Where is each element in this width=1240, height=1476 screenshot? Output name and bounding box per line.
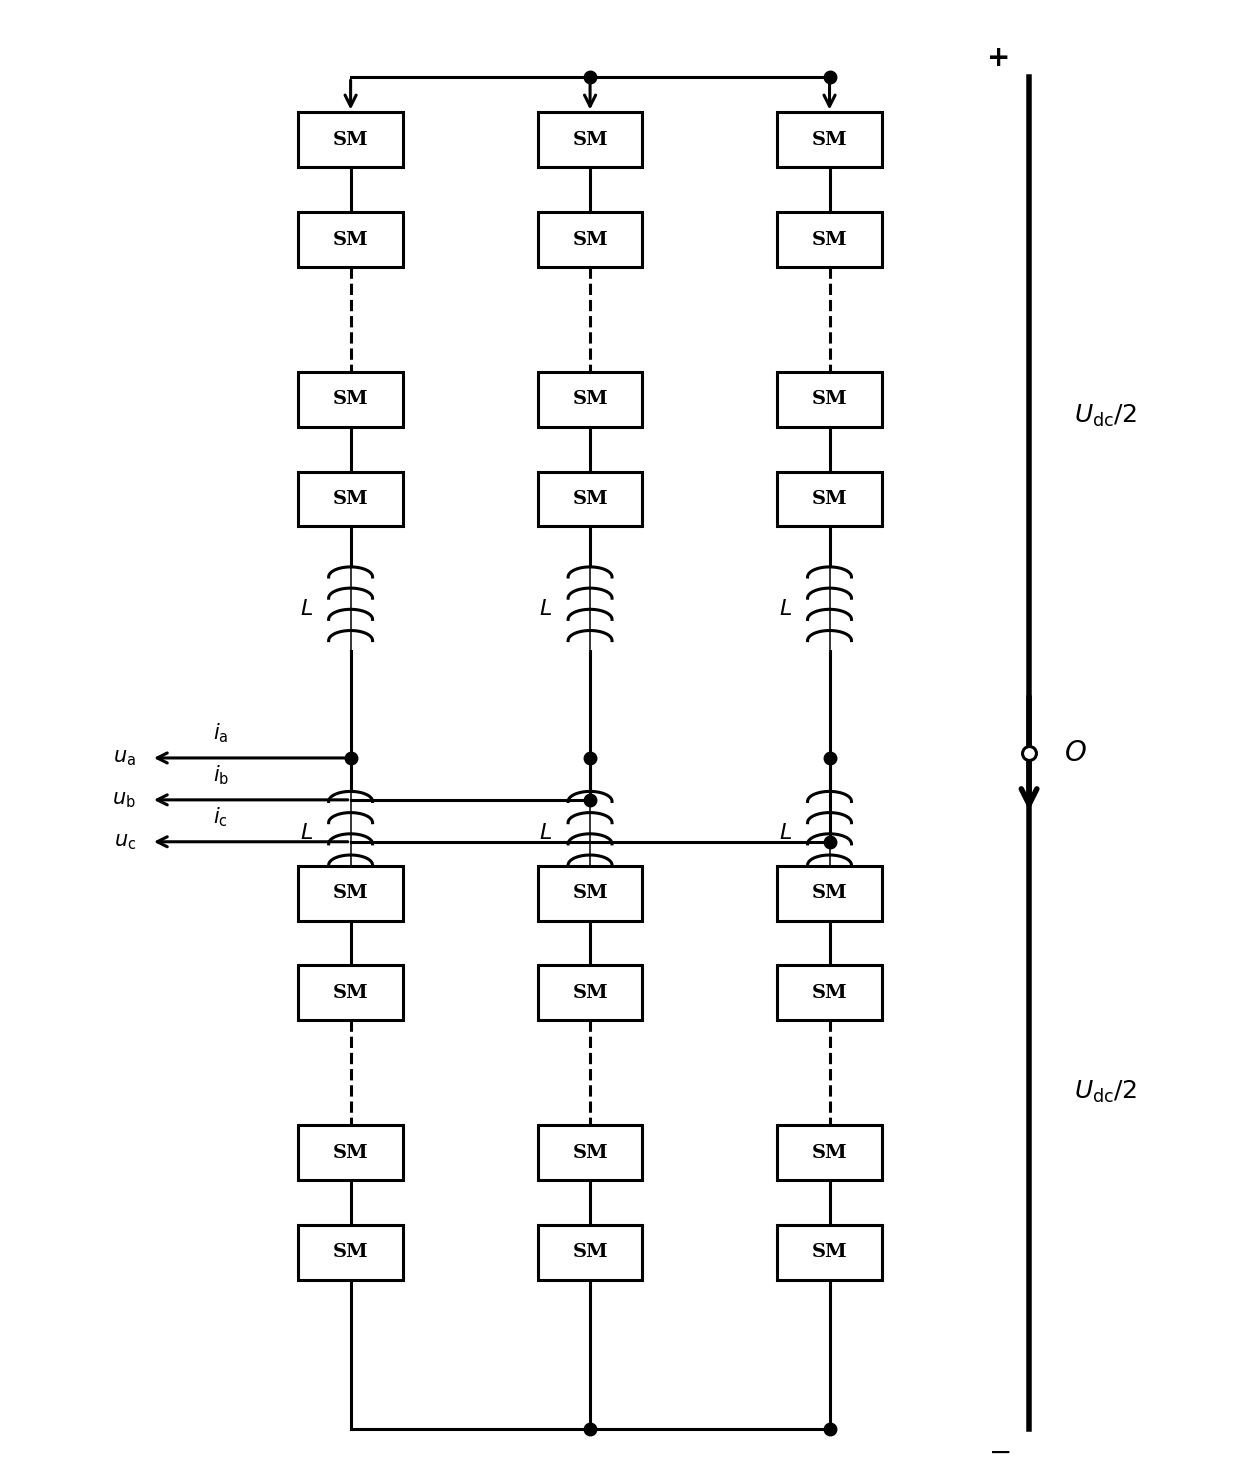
FancyBboxPatch shape <box>777 1125 882 1179</box>
FancyBboxPatch shape <box>777 1225 882 1280</box>
Text: SM: SM <box>812 230 847 248</box>
Text: SM: SM <box>572 884 608 902</box>
Text: SM: SM <box>332 1144 368 1162</box>
Text: $i_{\mathrm{a}}$: $i_{\mathrm{a}}$ <box>213 722 228 745</box>
Text: $u_{\mathrm{b}}$: $u_{\mathrm{b}}$ <box>113 790 136 810</box>
FancyBboxPatch shape <box>299 213 403 267</box>
Text: $L$: $L$ <box>539 824 552 843</box>
Text: $L$: $L$ <box>539 599 552 618</box>
Text: $L$: $L$ <box>300 599 312 618</box>
FancyBboxPatch shape <box>777 112 882 167</box>
Text: $L$: $L$ <box>779 824 791 843</box>
Text: SM: SM <box>572 984 608 1002</box>
FancyBboxPatch shape <box>299 1125 403 1179</box>
Text: SM: SM <box>332 230 368 248</box>
FancyBboxPatch shape <box>538 472 642 527</box>
Text: $\boldsymbol{\mathit{U}}_{\mathrm{dc}}/2$: $\boldsymbol{\mathit{U}}_{\mathrm{dc}}/2… <box>1074 1079 1137 1104</box>
Text: SM: SM <box>812 884 847 902</box>
FancyBboxPatch shape <box>777 965 882 1020</box>
FancyBboxPatch shape <box>299 112 403 167</box>
Text: SM: SM <box>332 984 368 1002</box>
Text: $\boldsymbol{\mathit{O}}$: $\boldsymbol{\mathit{O}}$ <box>1064 739 1086 768</box>
Text: SM: SM <box>812 984 847 1002</box>
FancyBboxPatch shape <box>538 372 642 427</box>
FancyBboxPatch shape <box>299 866 403 921</box>
Text: SM: SM <box>332 884 368 902</box>
FancyBboxPatch shape <box>538 112 642 167</box>
Text: SM: SM <box>812 1144 847 1162</box>
FancyBboxPatch shape <box>299 372 403 427</box>
Text: SM: SM <box>812 1243 847 1262</box>
FancyBboxPatch shape <box>299 1225 403 1280</box>
Text: SM: SM <box>812 131 847 149</box>
Text: $u_{\mathrm{c}}$: $u_{\mathrm{c}}$ <box>114 832 136 852</box>
FancyBboxPatch shape <box>777 372 882 427</box>
Text: $u_{\mathrm{a}}$: $u_{\mathrm{a}}$ <box>113 748 136 768</box>
Text: SM: SM <box>572 1243 608 1262</box>
Text: SM: SM <box>332 131 368 149</box>
Text: SM: SM <box>812 390 847 409</box>
Text: SM: SM <box>332 390 368 409</box>
Text: SM: SM <box>572 490 608 508</box>
Text: $L$: $L$ <box>300 824 312 843</box>
Text: $i_{\mathrm{c}}$: $i_{\mathrm{c}}$ <box>213 806 228 830</box>
FancyBboxPatch shape <box>538 213 642 267</box>
Text: SM: SM <box>332 1243 368 1262</box>
FancyBboxPatch shape <box>538 1225 642 1280</box>
Text: +: + <box>987 44 1011 72</box>
FancyBboxPatch shape <box>538 1125 642 1179</box>
Text: SM: SM <box>572 230 608 248</box>
FancyBboxPatch shape <box>299 965 403 1020</box>
Text: $\boldsymbol{\mathit{U}}_{\mathrm{dc}}/2$: $\boldsymbol{\mathit{U}}_{\mathrm{dc}}/2… <box>1074 403 1137 428</box>
FancyBboxPatch shape <box>538 965 642 1020</box>
Text: $-$: $-$ <box>988 1438 1011 1466</box>
FancyBboxPatch shape <box>538 866 642 921</box>
FancyBboxPatch shape <box>777 472 882 527</box>
FancyBboxPatch shape <box>777 866 882 921</box>
Text: SM: SM <box>572 390 608 409</box>
Text: $i_{\mathrm{b}}$: $i_{\mathrm{b}}$ <box>213 763 229 787</box>
Text: SM: SM <box>572 131 608 149</box>
FancyBboxPatch shape <box>299 472 403 527</box>
Text: SM: SM <box>332 490 368 508</box>
Text: SM: SM <box>812 490 847 508</box>
Text: SM: SM <box>572 1144 608 1162</box>
Text: $L$: $L$ <box>779 599 791 618</box>
FancyBboxPatch shape <box>777 213 882 267</box>
